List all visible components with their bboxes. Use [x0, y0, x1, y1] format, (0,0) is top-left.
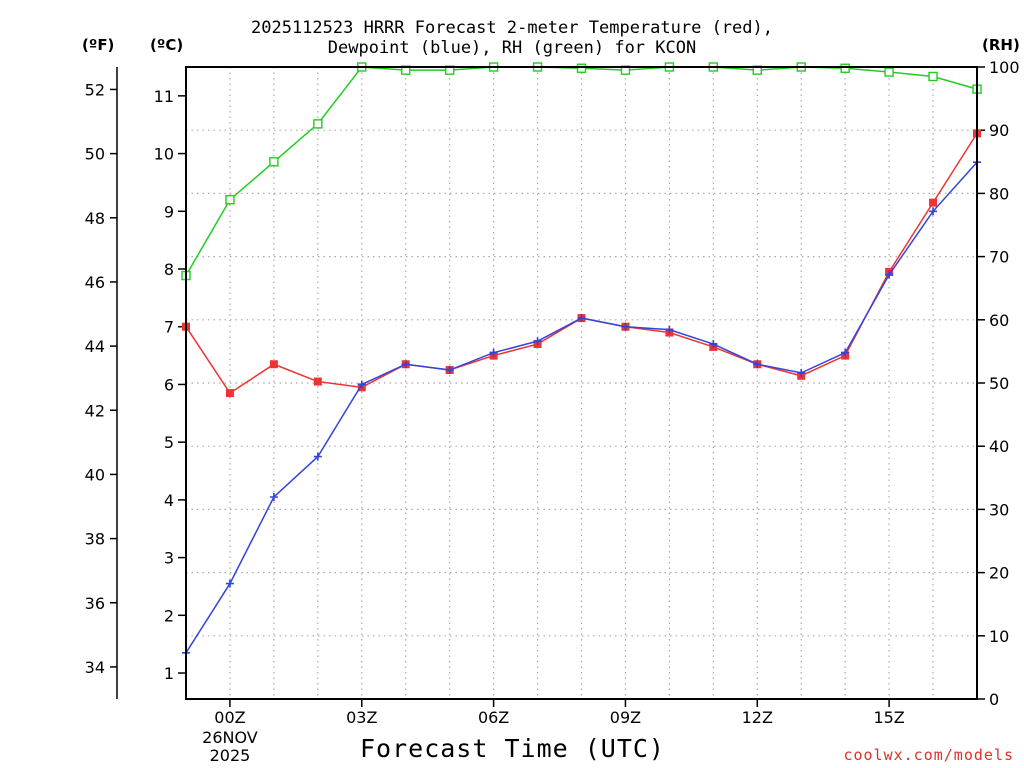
celsius-tick-label: 2 — [164, 606, 174, 625]
fahrenheit-tick-label: 34 — [85, 658, 105, 677]
rh-point — [576, 63, 587, 73]
rh-tick-label: 30 — [989, 500, 1009, 519]
dewpoint-point — [753, 360, 762, 369]
rh-point — [840, 63, 850, 73]
temperature-point — [929, 198, 938, 207]
x-tick-date: 26NOV — [202, 728, 258, 747]
rh-tick-label: 10 — [989, 627, 1009, 646]
celsius-tick-label: 1 — [164, 664, 174, 683]
rh-point — [928, 71, 938, 82]
dewpoint-point — [665, 325, 674, 334]
dewpoint-point — [313, 452, 322, 461]
dewpoint-point — [929, 207, 938, 216]
x-tick-year: 2025 — [210, 746, 251, 765]
fahrenheit-tick-label: 44 — [85, 337, 105, 356]
dewpoint-point — [489, 348, 498, 357]
chart-title-line1: 2025112523 HRRR Forecast 2-meter Tempera… — [251, 18, 773, 38]
celsius-tick-label: 4 — [164, 491, 174, 510]
x-tick-label: 09Z — [610, 708, 641, 727]
dewpoint-point — [445, 366, 454, 375]
dewpoint-point — [841, 348, 850, 357]
x-tick-label: 06Z — [478, 708, 509, 727]
rh-tick-label: 20 — [989, 564, 1009, 583]
fahrenheit-tick-label: 46 — [85, 273, 105, 292]
series-temperature — [182, 129, 981, 398]
dewpoint-point — [533, 337, 542, 346]
dewpoint-point — [225, 579, 234, 588]
fahrenheit-tick-label: 52 — [85, 80, 105, 99]
dewpoint-point — [357, 380, 366, 389]
fahrenheit-tick-label: 48 — [85, 209, 105, 228]
plot-frame — [185, 66, 978, 700]
celsius-tick-label: 7 — [164, 318, 174, 337]
fahrenheit-tick-label: 36 — [85, 594, 105, 613]
grid — [186, 67, 977, 699]
celsius-tick-label: 5 — [164, 433, 174, 452]
dewpoint-point — [885, 270, 894, 279]
fahrenheit-tick-label: 40 — [85, 465, 105, 484]
celsius-tick-label: 9 — [164, 202, 174, 221]
x-tick-label: 15Z — [873, 708, 904, 727]
fahrenheit-axis-label: (ºF) — [82, 36, 115, 54]
dewpoint-point — [577, 314, 586, 323]
x-tick-label: 03Z — [346, 708, 377, 727]
dewpoint-point — [797, 368, 806, 377]
series-dewpoint — [182, 158, 981, 657]
temperature-point — [313, 377, 322, 386]
rh-tick-label: 40 — [989, 437, 1009, 456]
rh-tick-label: 100 — [989, 58, 1020, 77]
rh-tick-label: 90 — [989, 121, 1009, 140]
dewpoint-point — [621, 322, 630, 331]
x-axis-title: Forecast Time (UTC) — [360, 734, 665, 763]
axes: 1234567891011343638404244464850520102030… — [85, 58, 1020, 765]
rh-axis-label: (RH) — [982, 36, 1020, 54]
rh-tick-label: 60 — [989, 311, 1009, 330]
credit-link[interactable]: coolwx.com/models — [843, 746, 1014, 764]
rh-point — [884, 67, 894, 77]
rh-tick-label: 50 — [989, 374, 1009, 393]
chart-title-line2: Dewpoint (blue), RH (green) for KCON — [327, 38, 697, 58]
celsius-axis-label: (ºC) — [150, 36, 184, 54]
celsius-tick-label: 10 — [154, 145, 174, 164]
celsius-tick-label: 3 — [164, 549, 174, 568]
x-tick-label: 12Z — [742, 708, 773, 727]
celsius-tick-label: 11 — [154, 87, 174, 106]
celsius-tick-label: 6 — [164, 375, 174, 394]
rh-point — [225, 195, 235, 205]
dewpoint-point — [401, 360, 410, 369]
rh-tick-label: 70 — [989, 248, 1009, 267]
dewpoint-point — [709, 340, 718, 349]
celsius-tick-label: 8 — [164, 260, 174, 279]
fahrenheit-tick-label: 38 — [85, 530, 105, 549]
fahrenheit-tick-label: 50 — [85, 145, 105, 164]
dewpoint-point — [269, 492, 278, 501]
x-tick-label: 00Z — [214, 708, 245, 727]
fahrenheit-tick-label: 42 — [85, 401, 105, 420]
rh-tick-label: 80 — [989, 184, 1009, 203]
rh-point — [313, 119, 323, 129]
rh-point — [269, 157, 279, 167]
temperature-point — [225, 389, 234, 398]
temperature-point — [269, 360, 278, 369]
rh-tick-label: 0 — [989, 690, 999, 709]
